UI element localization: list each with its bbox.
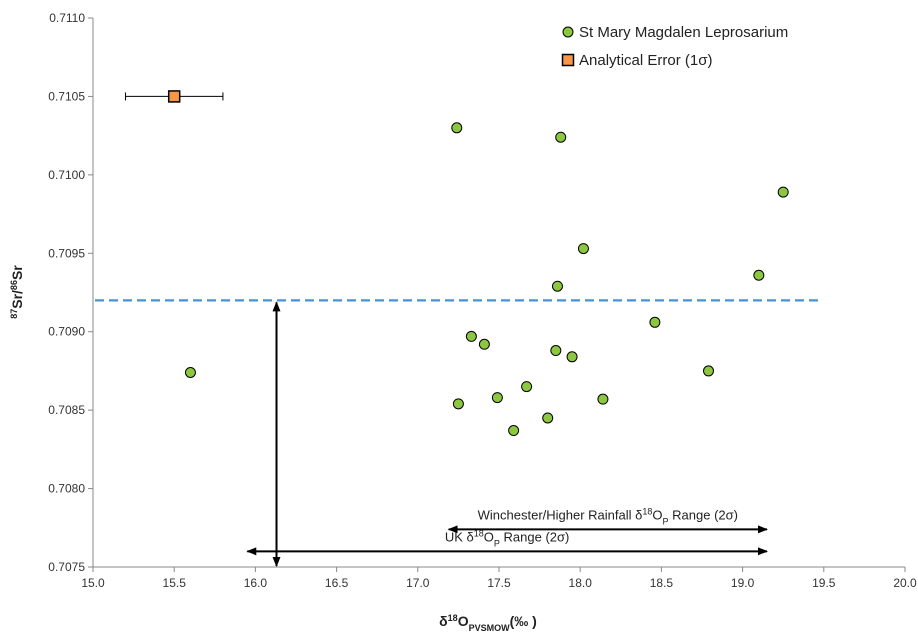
data-point xyxy=(542,412,554,424)
y-tick-label: 0.7100 xyxy=(48,168,85,182)
x-axis-ticks: 15.0 15.5 16.0 16.5 17.0 17.5 18.0 18.5 19.0 19.5… xyxy=(81,567,917,590)
legend-label: Analytical Error (1σ) xyxy=(579,52,712,69)
range-annotation-label: UK δ18OP Range (2σ) xyxy=(445,528,570,548)
x-tick-label: 15.5 xyxy=(163,576,187,590)
data-points xyxy=(124,90,789,437)
y-tick-label: 0.7105 xyxy=(48,89,85,103)
x-tick-label: 20.0 xyxy=(893,576,917,590)
x-tick-label: 17.0 xyxy=(406,576,430,590)
y-axis-title-mid1: Sr/ xyxy=(9,290,25,309)
data-point xyxy=(577,243,589,255)
x-axis-title: δ18OPVSMOW(‰ ) xyxy=(439,613,537,633)
data-point xyxy=(777,186,789,198)
y-axis-title-sup2: 86 xyxy=(9,280,19,290)
data-point xyxy=(551,280,563,292)
x-tick-label: 16.0 xyxy=(244,576,268,590)
data-point xyxy=(521,381,533,393)
data-point xyxy=(451,122,463,134)
data-point xyxy=(753,269,765,281)
x-tick-label: 16.5 xyxy=(325,576,349,590)
x-tick-label: 19.0 xyxy=(731,576,755,590)
range-annotation-mid: O xyxy=(652,507,662,522)
y-tick-label: 0.7110 xyxy=(49,11,85,25)
data-point xyxy=(452,398,464,410)
y-axis-ticks: 0.7075 0.7080 0.7085 0.7090 0.7095 0.7100 0.71… xyxy=(48,11,93,574)
data-point xyxy=(465,330,477,342)
y-tick-label: 0.7080 xyxy=(48,482,85,496)
x-tick-label: 19.5 xyxy=(812,576,836,590)
legend-swatch-circle xyxy=(562,26,574,38)
axes xyxy=(92,18,905,568)
x-axis-title-sup: 18 xyxy=(448,613,458,623)
x-axis-title-tail: (‰ ) xyxy=(510,613,537,629)
range-annotation-pre: Winchester/Higher Rainfall δ xyxy=(478,507,643,522)
data-point xyxy=(491,392,503,404)
annotation-layer: Winchester/Higher Rainfall δ18OP Range (… xyxy=(95,299,819,567)
data-point xyxy=(566,351,578,363)
range-annotation-post: Range (2σ) xyxy=(500,529,569,544)
range-annotation-pre: UK δ xyxy=(445,529,474,544)
range-annotation-sub: P xyxy=(663,516,669,526)
data-point xyxy=(508,425,520,437)
range-annotation-post: Range (2σ) xyxy=(669,507,738,522)
x-axis-title-mid: O xyxy=(458,613,469,629)
data-point xyxy=(184,366,196,378)
x-tick-label: 15.0 xyxy=(81,576,105,590)
y-tick-label: 0.7095 xyxy=(48,246,85,260)
x-tick-label: 17.5 xyxy=(487,576,511,590)
legend-label: St Mary Magdalen Leprosarium xyxy=(579,24,788,41)
x-axis-title-base: δ xyxy=(439,613,448,629)
x-tick-label: 18.5 xyxy=(650,576,674,590)
y-axis-title-mid2: Sr xyxy=(9,265,25,280)
analytical-error-point xyxy=(167,90,181,103)
data-point xyxy=(550,345,562,357)
x-tick-label: 18.0 xyxy=(569,576,593,590)
legend-swatch-square xyxy=(561,53,575,67)
data-point xyxy=(702,365,714,377)
data-point xyxy=(555,131,567,143)
legend: St Mary Magdalen Leprosarium Analytical E… xyxy=(561,24,788,69)
y-tick-label: 0.7075 xyxy=(48,560,85,574)
range-annotation-sup: 18 xyxy=(642,506,652,516)
y-tick-label: 0.7085 xyxy=(48,403,85,417)
y-axis-title: 87Sr/86Sr xyxy=(9,265,25,319)
range-annotation-mid: O xyxy=(484,529,494,544)
data-point xyxy=(597,393,609,405)
data-point xyxy=(649,316,661,328)
data-point xyxy=(478,338,490,350)
range-annotation-sup: 18 xyxy=(474,528,484,538)
range-annotation-label: Winchester/Higher Rainfall δ18OP Range (… xyxy=(478,506,738,526)
x-axis-title-sub: PVSMOW xyxy=(469,623,511,633)
y-tick-label: 0.7090 xyxy=(48,325,85,339)
y-axis-title-sup1: 87 xyxy=(9,309,19,319)
range-annotation-sub: P xyxy=(494,538,500,548)
